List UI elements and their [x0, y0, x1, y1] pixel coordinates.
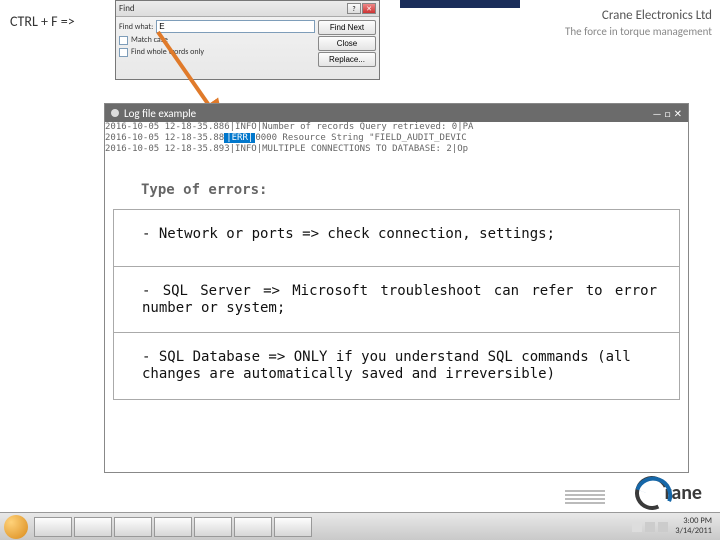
log-content: 2016-10-05 12-18-35.886|INFO|Number of r… — [105, 122, 688, 154]
match-case-label: Match case — [131, 35, 168, 45]
find-what-label: Find what: — [119, 22, 153, 32]
log-line: 2016-10-05 12-18-35.893|INFO|MULTIPLE CO… — [105, 144, 688, 155]
log-window: Log file example — □ ✕ 2016-10-05 12-18-… — [104, 103, 689, 473]
crane-logo: rane — [635, 476, 702, 510]
log-titlebar: Log file example — □ ✕ — [105, 104, 688, 122]
find-titlebar: Find ? ✕ — [116, 1, 379, 17]
accent-bar — [400, 0, 520, 8]
whole-words-checkbox[interactable] — [119, 48, 128, 57]
error-highlight: |ERR| — [224, 133, 255, 143]
find-dialog: Find ? ✕ Find what: Match case Find whol… — [115, 0, 380, 80]
replace-button[interactable]: Replace... — [318, 52, 376, 67]
find-next-button[interactable]: Find Next — [318, 20, 376, 35]
log-line: 2016-10-05 12-18-35.88|ERR|0000 Resource… — [105, 133, 688, 144]
whole-words-label: Find whole words only — [131, 47, 204, 57]
network-icon[interactable] — [645, 522, 655, 532]
task-item[interactable] — [154, 517, 192, 537]
task-item[interactable] — [194, 517, 232, 537]
taskbar: 3:00 PM 3/14/2011 — [0, 512, 720, 540]
log-title: Log file example — [124, 107, 196, 120]
error-sqlserver: - SQL Server => Microsoft troubleshoot c… — [113, 267, 680, 334]
log-icon — [111, 109, 119, 117]
match-case-checkbox[interactable] — [119, 36, 128, 45]
close-button[interactable]: Close — [318, 36, 376, 51]
company-name: Crane Electronics Ltd — [602, 8, 712, 23]
volume-icon[interactable] — [658, 522, 668, 532]
shortcut-label: CTRL + F => — [10, 13, 75, 30]
error-types-title: Type of errors: — [141, 182, 680, 199]
flag-icon[interactable] — [632, 522, 642, 532]
minimize-icon[interactable]: — — [653, 107, 662, 120]
find-input[interactable] — [156, 20, 315, 33]
task-item[interactable] — [74, 517, 112, 537]
error-network: - Network or ports => check connection, … — [113, 209, 680, 267]
log-line: 2016-10-05 12-18-35.886|INFO|Number of r… — [105, 122, 688, 133]
task-item[interactable] — [34, 517, 72, 537]
company-tagline: The force in torque management — [565, 25, 712, 38]
error-types-section: Type of errors: - Network or ports => ch… — [113, 182, 680, 400]
crane-logo-icon — [630, 471, 674, 515]
find-title: Find — [119, 3, 135, 14]
maximize-icon[interactable]: □ — [665, 107, 671, 120]
close-icon[interactable]: ✕ — [362, 3, 376, 14]
start-button[interactable] — [4, 515, 28, 539]
task-item[interactable] — [274, 517, 312, 537]
task-item[interactable] — [234, 517, 272, 537]
close-window-icon[interactable]: ✕ — [674, 107, 682, 120]
task-item[interactable] — [114, 517, 152, 537]
help-icon[interactable]: ? — [347, 3, 361, 14]
error-sqldatabase: - SQL Database => ONLY if you understand… — [113, 333, 680, 400]
system-tray: 3:00 PM 3/14/2011 — [632, 517, 716, 536]
decorative-lines — [565, 490, 605, 506]
clock[interactable]: 3:00 PM 3/14/2011 — [671, 517, 716, 536]
